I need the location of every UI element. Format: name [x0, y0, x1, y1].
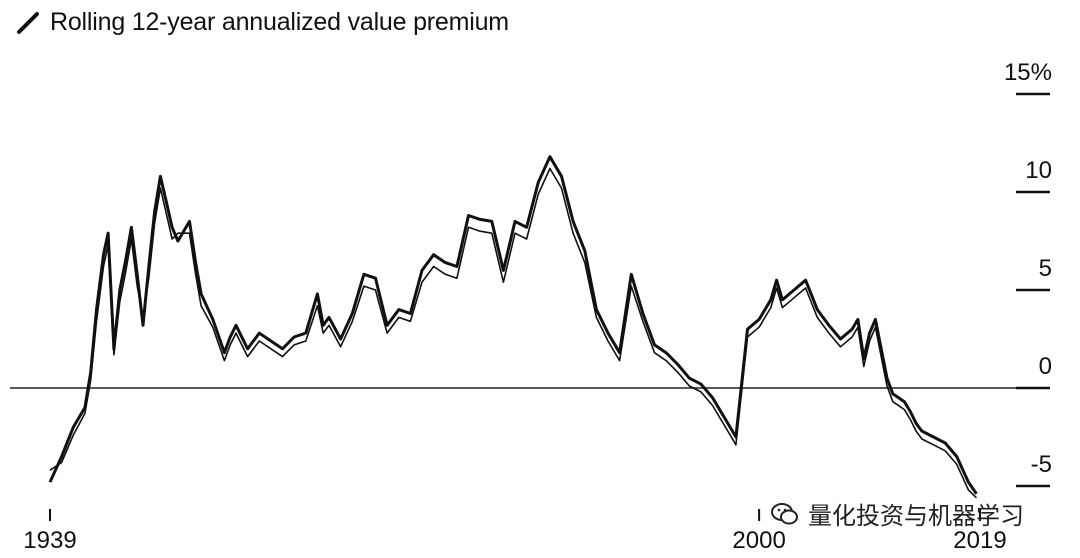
y-tick-label: 0 [1039, 353, 1052, 380]
y-tick-label: 10 [1025, 157, 1052, 184]
watermark: 量化投资与机器学习 [770, 496, 1024, 531]
series-line-2 [49, 167, 978, 499]
x-tick-label: 1939 [23, 527, 76, 554]
y-tick-label: 5 [1039, 255, 1052, 282]
y-tick-label: 15% [1004, 59, 1052, 86]
x-tick-label: 2019 [953, 527, 1006, 554]
series-line-1 [48, 155, 978, 495]
wechat-icon [771, 502, 798, 524]
watermark-text: 量化投资与机器学习 [808, 502, 1024, 530]
y-tick-label: -5 [1031, 451, 1052, 478]
x-tick-label: 2000 [732, 527, 785, 554]
chart-header: Rolling 12-year annualized value premium [14, 8, 509, 37]
chart-title: Rolling 12-year annualized value premium [50, 8, 509, 36]
slash-icon [17, 11, 39, 34]
